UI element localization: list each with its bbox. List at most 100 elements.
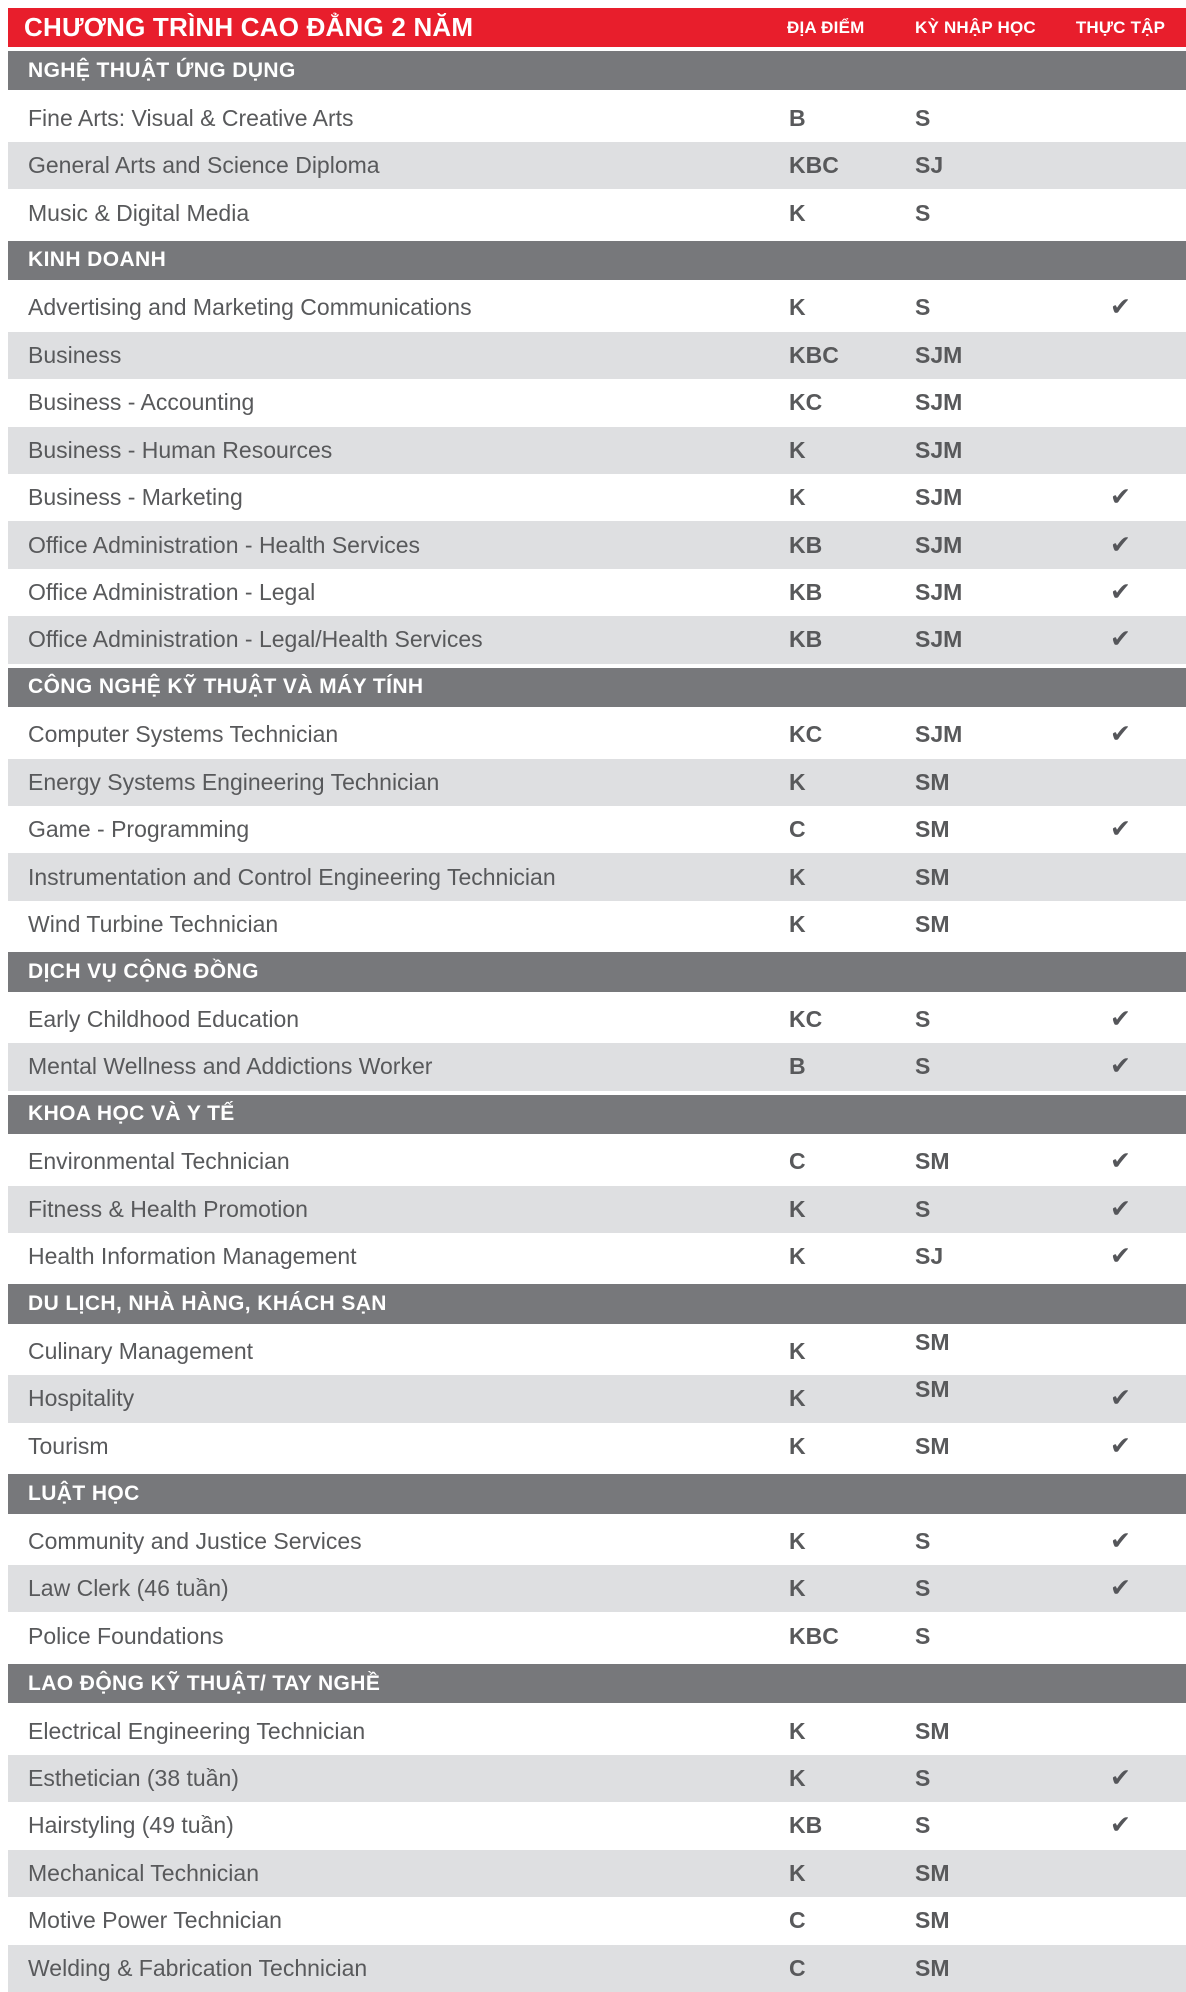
section-header: LAO ĐỘNG KỸ THUẬT/ TAY NGHỀ [8, 1663, 1186, 1704]
location-code: C [789, 1907, 806, 1934]
section-header-label: DU LỊCH, NHÀ HÀNG, KHÁCH SẠN [28, 1292, 387, 1316]
checkmark-icon: ✔ [1110, 1574, 1131, 1603]
intake-code: SM [915, 1954, 950, 1981]
intake-code: SJM [915, 531, 963, 558]
program-name: Business - Human Resources [28, 436, 333, 463]
intake-code: S [915, 1527, 931, 1554]
program-row: Motive Power Technician C SM [8, 1897, 1186, 1944]
section-band: KINH DOANH [8, 237, 1186, 284]
program-row: Business - Human Resources K SJM [8, 426, 1186, 474]
program-row: Music & Digital Media K S [8, 189, 1186, 236]
intake-cell: SJM [915, 579, 1055, 606]
intake-code: SM [915, 768, 950, 795]
intake-code: SJM [915, 436, 963, 463]
program-name: Mental Wellness and Addictions Worker [28, 1053, 433, 1080]
checkmark-icon: ✔ [1110, 530, 1131, 559]
program-name: Computer Systems Technician [28, 721, 339, 748]
program-row: Community and Justice Services K S ✔ [8, 1518, 1186, 1565]
intake-cell: SM [915, 1860, 1055, 1887]
location-code: K [789, 484, 806, 511]
location-code: K [789, 1764, 806, 1791]
checkmark-icon: ✔ [1110, 1194, 1131, 1223]
section-band: KHOA HỌC VÀ Y TẾ [8, 1091, 1186, 1138]
checkmark-icon: ✔ [1110, 1147, 1131, 1176]
location-code: KC [789, 389, 823, 416]
checkmark-icon: ✔ [1110, 1431, 1131, 1460]
intake-code: SM [915, 816, 950, 843]
intake-code: S [915, 1053, 931, 1080]
program-name: Electrical Engineering Technician [28, 1717, 366, 1744]
program-name: Hospitality [28, 1385, 135, 1412]
location-code: K [789, 1432, 806, 1459]
program-name: Esthetician (38 tuần) [28, 1764, 239, 1791]
section-header: DU LỊCH, NHÀ HÀNG, KHÁCH SẠN [8, 1284, 1186, 1324]
intake-code: SJM [915, 579, 963, 606]
coop-cell: ✔ [1055, 1528, 1186, 1554]
program-name: Fine Arts: Visual & Creative Arts [28, 104, 354, 131]
location-code: K [789, 1195, 806, 1222]
program-row: Wind Turbine Technician K SM [8, 901, 1186, 948]
location-code: K [789, 1243, 806, 1270]
program-row: Culinary Management K SM [8, 1328, 1186, 1375]
intake-cell: SJM [915, 484, 1055, 511]
checkmark-icon: ✔ [1110, 1052, 1131, 1081]
program-name: Energy Systems Engineering Technician [28, 768, 440, 795]
section-header-label: LUẬT HỌC [28, 1481, 140, 1505]
coop-cell: ✔ [1055, 1386, 1186, 1411]
location-code: K [789, 294, 806, 321]
intake-code: SJM [915, 389, 963, 416]
intake-code: SM [915, 1432, 950, 1459]
intake-code: SM [915, 1717, 950, 1744]
coop-cell: ✔ [1055, 1576, 1186, 1601]
program-row: Mental Wellness and Addictions Worker B S ✔ [8, 1043, 1186, 1091]
program-name: Music & Digital Media [28, 199, 250, 226]
location-code: K [789, 199, 806, 226]
coop-cell: ✔ [1055, 1149, 1186, 1174]
location-code: K [789, 1859, 806, 1886]
program-name: Business [28, 341, 122, 368]
location-code: KB [789, 1812, 823, 1839]
intake-cell: S [915, 1765, 1055, 1792]
section-header: CÔNG NGHỆ KỸ THUẬT VÀ MÁY TÍNH [8, 667, 1186, 708]
section-band: NGHỆ THUẬT ỨNG DỤNG [8, 47, 1186, 94]
location-code: B [789, 1053, 806, 1080]
program-name: Office Administration - Health Services [28, 531, 421, 558]
intake-cell: SM [915, 816, 1055, 843]
intake-code: S [915, 1195, 931, 1222]
column-header-location: ĐỊA ĐIỂM [787, 17, 865, 37]
program-row: Fitness & Health Promotion K S ✔ [8, 1185, 1186, 1233]
checkmark-icon: ✔ [1110, 293, 1131, 322]
coop-cell: ✔ [1055, 817, 1186, 842]
section-header-label: NGHỆ THUẬT ỨNG DỤNG [28, 58, 296, 82]
program-row: Office Administration - Health Services K… [8, 521, 1186, 569]
program-row: Fine Arts: Visual & Creative Arts B S [8, 94, 1186, 141]
program-row: Energy Systems Engineering Technician K SM [8, 758, 1186, 806]
intake-cell: S [915, 294, 1055, 321]
intake-code: S [915, 1812, 931, 1839]
program-name: General Arts and Science Diploma [28, 152, 380, 179]
checkmark-icon: ✔ [1110, 1763, 1131, 1792]
checkmark-icon: ✔ [1110, 720, 1131, 749]
coop-cell: ✔ [1055, 627, 1186, 652]
checkmark-icon: ✔ [1110, 1384, 1131, 1413]
program-name: Game - Programming [28, 816, 250, 843]
program-name: Business - Marketing [28, 484, 243, 511]
program-row: Environmental Technician C SM ✔ [8, 1138, 1186, 1185]
program-row: Hairstyling (49 tuần) KB S ✔ [8, 1802, 1186, 1849]
coop-cell: ✔ [1055, 485, 1186, 510]
intake-code: SM [915, 1329, 950, 1356]
intake-cell: S [915, 200, 1055, 227]
location-code: KBC [789, 152, 839, 179]
intake-cell: S [915, 1812, 1055, 1839]
coop-cell: ✔ [1055, 1763, 1186, 1792]
coop-cell: ✔ [1055, 530, 1186, 559]
program-name: Health Information Management [28, 1243, 357, 1270]
intake-cell: SM [915, 1955, 1055, 1982]
location-code: KBC [789, 341, 839, 368]
intake-cell: S [915, 1006, 1055, 1033]
intake-cell: S [915, 1528, 1055, 1555]
section-header: KHOA HỌC VÀ Y TẾ [8, 1094, 1186, 1135]
intake-code: SM [915, 911, 950, 938]
coop-cell: ✔ [1055, 1194, 1186, 1223]
program-row: Electrical Engineering Technician K SM [8, 1707, 1186, 1754]
